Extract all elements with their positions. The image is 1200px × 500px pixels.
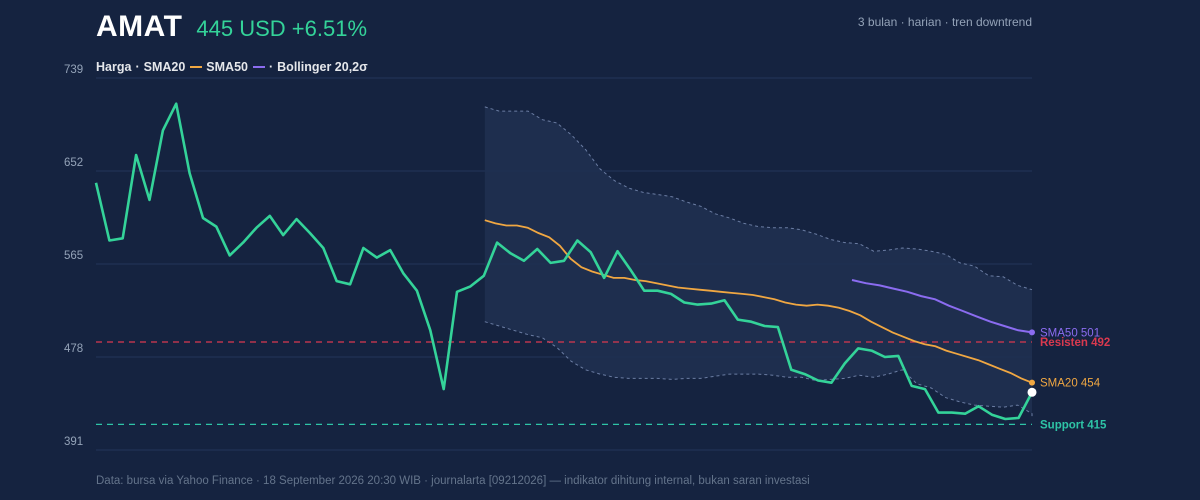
sma20-line (484, 219, 1033, 384)
chart-footer: Data: bursa via Yahoo Finance · 18 Septe… (96, 475, 810, 487)
bollinger-lower-line (484, 321, 1033, 417)
resistance-label: Resisten 492 (1040, 337, 1110, 349)
y-tick-label: 391 (64, 436, 83, 448)
y-tick-label: 478 (64, 343, 83, 355)
sma50-end-label: SMA50 501 (1040, 327, 1100, 339)
price-end-marker (1027, 387, 1037, 397)
ticker-symbol: AMAT (96, 10, 183, 43)
legend-bollinger: Bollinger 20,2σ (277, 60, 368, 74)
legend-sma50-swatch (252, 66, 265, 68)
y-tick-label: 652 (64, 157, 83, 169)
bollinger-band (484, 106, 1032, 417)
sma50-line (851, 279, 1033, 334)
chart-header: AMAT 445 USD +6.51% (96, 10, 367, 44)
chart-meta: 3 bulan · harian · tren downtrend (857, 15, 1032, 29)
sma50-end-marker (1029, 329, 1035, 336)
legend-sma20: SMA20 (143, 60, 186, 74)
legend-sep-2: · (268, 60, 274, 74)
legend-sep: · (135, 60, 140, 74)
legend-sma50: SMA50 (206, 60, 248, 74)
legend-price: Harga (96, 60, 132, 74)
legend-sma20-swatch (190, 66, 203, 68)
sma20-end-label: SMA20 454 (1040, 378, 1101, 390)
y-tick-label: 739 (64, 64, 83, 76)
sma20-end-marker (1029, 379, 1035, 386)
price-quote: 445 USD +6.51% (196, 16, 368, 41)
price-line (94, 102, 1034, 421)
chart-legend: Harga · SMA20 SMA50 · Bollinger 20,2σ (96, 60, 368, 74)
support-label: Support 415 (1040, 419, 1107, 431)
y-tick-label: 565 (64, 250, 83, 262)
